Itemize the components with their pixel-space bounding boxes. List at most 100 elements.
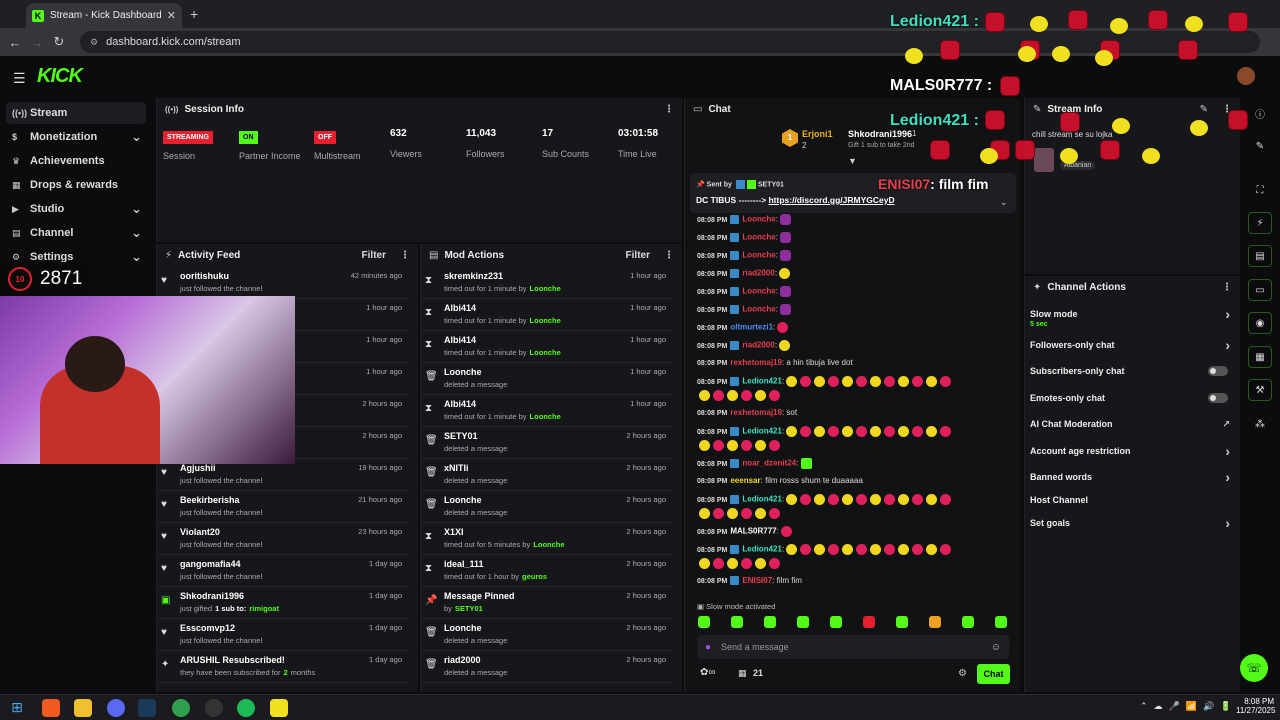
- row-name[interactable]: Message Pinned: [444, 591, 515, 601]
- chat-username[interactable]: Loonche: [742, 250, 776, 260]
- activity-row[interactable]: ♥ Beekirberisha just followed the channel 2…: [158, 491, 408, 523]
- chat-message[interactable]: 08:08 PM riad2000:: [697, 268, 793, 279]
- system-tray-icons[interactable]: ⌃☁🎤📶🔊🔋: [1140, 701, 1238, 711]
- forward-icon[interactable]: →: [30, 34, 44, 50]
- row-name[interactable]: Albi414: [444, 303, 477, 313]
- menu-icon[interactable]: ☰: [13, 70, 26, 86]
- chat-username[interactable]: oltmurtezi1: [730, 322, 774, 332]
- channel-action-subscribers-only-chat[interactable]: Subscribers-only chat: [1030, 366, 1230, 376]
- emoji-icon[interactable]: ☺: [990, 641, 1001, 653]
- mod-action-row[interactable]: ⧗ Albi414 timed out for 1 minute by Loonche…: [422, 395, 672, 427]
- mod-action-row[interactable]: ⧗ ideal_111 timed out for 1 hour by geuros 2…: [422, 555, 672, 587]
- row-moderator[interactable]: Loonche: [533, 540, 565, 549]
- row-name[interactable]: Agjushii: [180, 463, 216, 473]
- row-moderator[interactable]: Loonche: [529, 412, 561, 421]
- chat-username[interactable]: ENISI07: [742, 576, 773, 585]
- chat-username[interactable]: riad2000: [742, 340, 775, 350]
- clock[interactable]: 8:08 PM 11/27/2025: [1236, 697, 1275, 715]
- apps-icon[interactable]: ⁂: [1255, 418, 1265, 430]
- channel-action-slow-mode[interactable]: Slow mode 5 sec ›: [1030, 306, 1230, 328]
- broadcast-rail-icon[interactable]: ◉: [1248, 312, 1272, 334]
- chat-message[interactable]: 08:08 PM eeensar: film rosss shum te duaa…: [697, 476, 863, 485]
- mod-action-row[interactable]: 🗑 Loonche deleted a message 2 hours ago: [422, 491, 672, 523]
- emote-picker-icon[interactable]: [830, 616, 842, 628]
- bolt-icon[interactable]: ⚡: [1248, 212, 1272, 234]
- chevron-down-icon[interactable]: ⌄: [131, 129, 142, 144]
- row-name[interactable]: Albi414: [444, 335, 477, 345]
- mod-action-row[interactable]: 🗑 Loonche deleted a message 1 hour ago: [422, 363, 672, 395]
- sidebar-item-drops-rewards[interactable]: ▦ Drops & rewards: [6, 174, 146, 196]
- more-options-icon[interactable]: ⋮: [1222, 103, 1232, 115]
- activity-row[interactable]: ♥ ooritishuku just followed the channel 42 …: [158, 267, 408, 299]
- url-field[interactable]: ⚙ dashboard.kick.com/stream: [80, 31, 1260, 53]
- mod-action-row[interactable]: ⧗ Albi414 timed out for 1 minute by Loonche…: [422, 299, 672, 331]
- spotify-icon[interactable]: [237, 699, 255, 717]
- channel-action-ai-chat-moderation[interactable]: AI Chat Moderation ↗: [1030, 419, 1230, 429]
- mod-action-row[interactable]: ⧗ Albi414 timed out for 1 minute by Loonche…: [422, 331, 672, 363]
- more-options-icon[interactable]: ⋮: [664, 249, 674, 261]
- sidebar-item-channel[interactable]: ▤ Channel ⌄: [6, 222, 146, 244]
- sidebar-item-settings[interactable]: ⚙ Settings ⌄: [6, 246, 146, 268]
- activity-row[interactable]: ♥ gangomafia44 just followed the channel 1 …: [158, 555, 408, 587]
- chat-message[interactable]: 08:08 PM oltmurtezi1:: [697, 322, 791, 333]
- row-sub-target[interactable]: rimigoat: [249, 604, 279, 613]
- expand-icon[interactable]: ⌄: [1000, 197, 1008, 207]
- layers-icon[interactable]: ▦: [1248, 346, 1272, 368]
- chat-username[interactable]: rexhetomaj19: [730, 408, 782, 417]
- chat-username[interactable]: Loonche: [742, 214, 776, 224]
- chat-gear-icon[interactable]: ⚙: [958, 668, 967, 679]
- row-name[interactable]: Loonche: [444, 495, 482, 505]
- chat-username[interactable]: Ledion421: [742, 376, 782, 386]
- pinned-link[interactable]: https://discord.gg/JRMYGCeyD: [768, 195, 895, 205]
- community-icon[interactable]: ✿∞: [700, 667, 716, 678]
- sidebar-item-stream[interactable]: ((•)) Stream: [6, 102, 146, 124]
- brave-icon[interactable]: [42, 699, 60, 717]
- channel-action-set-goals[interactable]: Set goals ›: [1030, 515, 1230, 531]
- chat-username[interactable]: rexhetomaj19: [730, 358, 782, 367]
- windows-start-icon[interactable]: ⊞: [11, 699, 23, 715]
- chat-username[interactable]: riad2000: [742, 268, 775, 278]
- chat-message[interactable]: 08:08 PM Ledion421:: [697, 544, 954, 555]
- info-icon[interactable]: ⓘ: [1255, 109, 1265, 121]
- mod-action-row[interactable]: 🗑 SETY01 deleted a message 2 hours ago: [422, 427, 672, 459]
- row-moderator[interactable]: Loonche: [529, 284, 561, 293]
- emote-picker-icon[interactable]: [731, 616, 743, 628]
- chat-username[interactable]: Loonche: [742, 304, 776, 314]
- back-icon[interactable]: ←: [8, 34, 22, 50]
- reload-icon[interactable]: ↻: [53, 34, 65, 49]
- chevron-down-icon[interactable]: ⌄: [131, 225, 142, 240]
- chat-message[interactable]: 08:08 PM MALS0R777:: [697, 526, 795, 537]
- row-name[interactable]: skremkinz231: [444, 271, 504, 281]
- pen-icon[interactable]: ✎: [1255, 140, 1265, 152]
- chat-username[interactable]: Ledion421: [742, 544, 782, 554]
- more-options-icon[interactable]: ⋮: [1222, 281, 1232, 293]
- chevron-right-icon[interactable]: ›: [1225, 306, 1230, 322]
- mod-action-row[interactable]: 🗑 Loonche deleted a message 2 hours ago: [422, 619, 672, 651]
- chat-message[interactable]: 08:08 PM noar_dzenit24:: [697, 458, 815, 469]
- toggle-switch[interactable]: [1208, 366, 1228, 376]
- chat-message[interactable]: 08:08 PM Ledion421:: [697, 376, 954, 387]
- row-name[interactable]: Loonche: [444, 623, 482, 633]
- emote-picker-icon[interactable]: [929, 616, 941, 628]
- support-chat-button[interactable]: ☏: [1240, 654, 1268, 682]
- more-options-icon[interactable]: ⋮: [664, 103, 674, 115]
- user-avatar[interactable]: [1237, 67, 1255, 85]
- activity-row[interactable]: ✦ ARUSHIL Resubscribed! they have been sub…: [158, 651, 408, 683]
- sidebar-item-monetization[interactable]: $ Monetization ⌄: [6, 126, 146, 148]
- chat-message[interactable]: 08:08 PM Loonche:: [697, 232, 794, 243]
- chat-input[interactable]: ● Send a message ☺: [697, 635, 1009, 659]
- chat-username[interactable]: Loonche: [742, 232, 776, 242]
- row-name[interactable]: Beekirberisha: [180, 495, 240, 505]
- sidebar-item-studio[interactable]: ▶ Studio ⌄: [6, 198, 146, 220]
- chevron-right-icon[interactable]: ›: [1225, 337, 1230, 353]
- emote-picker-icon[interactable]: [764, 616, 776, 628]
- chat-message[interactable]: 08:08 PM Loonche:: [697, 214, 794, 225]
- pinned-sender[interactable]: SETY01: [757, 181, 784, 189]
- emote-picker-icon[interactable]: [863, 616, 875, 628]
- chat-username[interactable]: Loonche: [742, 286, 776, 296]
- row-name[interactable]: xNITIi: [444, 463, 469, 473]
- row-name[interactable]: gangomafia44: [180, 559, 241, 569]
- row-name[interactable]: Shkodrani1996: [180, 591, 245, 601]
- new-tab-icon[interactable]: +: [190, 6, 199, 22]
- chat-message[interactable]: 08:08 PM Ledion421:: [697, 494, 954, 505]
